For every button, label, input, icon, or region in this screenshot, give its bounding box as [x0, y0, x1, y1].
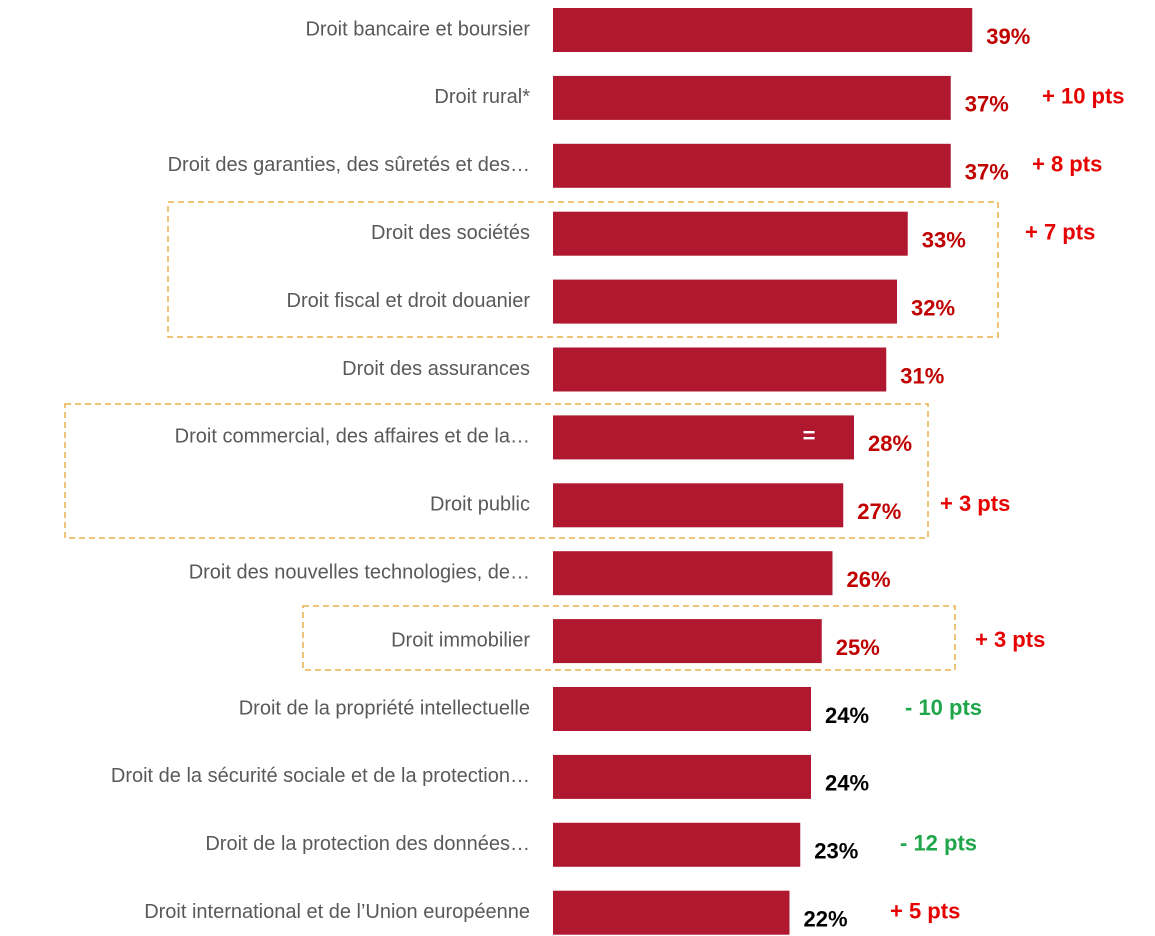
category-label: Droit des garanties, des sûretés et des… — [168, 154, 530, 176]
category-label: Droit bancaire et boursier — [305, 18, 530, 40]
value-label: 39% — [986, 24, 1030, 49]
bar — [553, 754, 811, 799]
bar — [553, 279, 897, 324]
bar — [553, 890, 790, 935]
category-label: Droit des sociétés — [371, 222, 530, 244]
value-label: 23% — [814, 839, 858, 864]
value-label: 22% — [804, 907, 848, 932]
category-label: Droit des assurances — [342, 358, 530, 380]
change-label: = — [803, 423, 816, 448]
bar — [553, 415, 854, 460]
value-label: 24% — [825, 703, 869, 728]
value-label: 26% — [847, 567, 891, 592]
category-label: Droit rural* — [434, 86, 530, 108]
bar — [553, 211, 908, 256]
change-label: + 5 pts — [890, 899, 960, 924]
change-label: - 10 pts — [905, 695, 982, 720]
value-label: 28% — [868, 431, 912, 456]
category-label: Droit de la propriété intellectuelle — [239, 697, 530, 719]
value-label: 24% — [825, 771, 869, 796]
change-label: + 7 pts — [1025, 220, 1095, 245]
value-label: 37% — [965, 92, 1009, 117]
change-label: - 12 pts — [900, 831, 977, 856]
category-label: Droit de la sécurité sociale et de la pr… — [111, 765, 530, 787]
category-label: Droit de la protection des données… — [205, 833, 530, 855]
category-label: Droit immobilier — [391, 629, 530, 651]
category-label: Droit public — [430, 494, 530, 516]
value-label: 37% — [965, 160, 1009, 185]
bar — [553, 8, 973, 52]
change-label: + 10 pts — [1042, 84, 1125, 109]
value-label: 33% — [922, 228, 966, 253]
category-label: Droit fiscal et droit douanier — [287, 290, 531, 312]
bar — [553, 75, 951, 120]
bar — [553, 483, 844, 528]
category-label: Droit international et de l’Union europé… — [144, 901, 530, 923]
group-box — [167, 201, 999, 338]
value-label: 31% — [900, 363, 944, 388]
bar — [553, 551, 833, 596]
category-label: Droit commercial, des affaires et de la… — [175, 426, 530, 448]
change-label: + 8 pts — [1032, 152, 1102, 177]
change-label: + 3 pts — [975, 627, 1045, 652]
bar — [553, 347, 887, 392]
bar — [553, 619, 822, 664]
group-box — [302, 605, 956, 671]
bar — [553, 687, 811, 731]
category-label: Droit des nouvelles technologies, de… — [189, 561, 530, 583]
bar — [553, 822, 801, 867]
value-label: 25% — [836, 635, 880, 660]
group-box — [64, 403, 929, 539]
value-label: 32% — [911, 295, 955, 320]
bar — [553, 143, 951, 188]
change-label: + 3 pts — [940, 491, 1010, 516]
value-label: 27% — [857, 499, 901, 524]
